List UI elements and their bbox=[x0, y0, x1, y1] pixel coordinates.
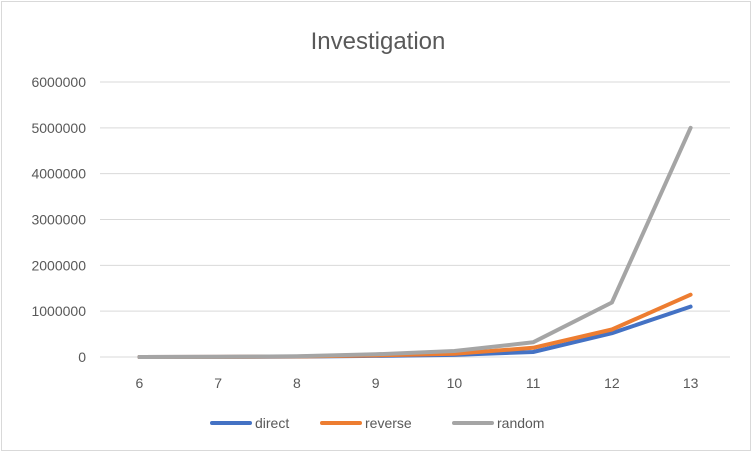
x-axis-tick-labels: 6 7 8 9 10 11 12 13 bbox=[135, 375, 698, 391]
series-lines bbox=[137, 125, 693, 359]
x-tick-label: 9 bbox=[372, 375, 380, 391]
legend-label: random bbox=[497, 415, 544, 431]
series-line-random bbox=[137, 125, 693, 359]
legend-label: direct bbox=[255, 415, 289, 431]
x-tick-label: 6 bbox=[135, 375, 143, 391]
x-tick-label: 10 bbox=[447, 375, 463, 391]
y-tick-label: 5000000 bbox=[31, 120, 86, 136]
y-tick-label: 4000000 bbox=[31, 166, 86, 182]
x-tick-label: 7 bbox=[214, 375, 222, 391]
legend: direct reverse random bbox=[210, 415, 544, 431]
legend-item-random: random bbox=[452, 415, 544, 431]
y-tick-label: 0 bbox=[78, 349, 86, 365]
y-tick-label: 3000000 bbox=[31, 212, 86, 228]
y-axis-tick-labels: 0 1000000 2000000 3000000 4000000 5000000 6000… bbox=[31, 74, 86, 365]
x-tick-label: 13 bbox=[683, 375, 699, 391]
x-tick-label: 11 bbox=[526, 375, 541, 391]
legend-label: reverse bbox=[365, 415, 412, 431]
gridlines bbox=[100, 81, 730, 358]
y-tick-label: 2000000 bbox=[31, 257, 86, 273]
legend-item-reverse: reverse bbox=[320, 415, 412, 431]
y-tick-label: 1000000 bbox=[31, 303, 86, 319]
y-tick-label: 6000000 bbox=[31, 74, 86, 90]
chart-title: Investigation bbox=[311, 28, 446, 55]
x-tick-label: 8 bbox=[293, 375, 301, 391]
x-tick-label: 12 bbox=[604, 375, 620, 391]
legend-item-direct: direct bbox=[210, 415, 289, 431]
